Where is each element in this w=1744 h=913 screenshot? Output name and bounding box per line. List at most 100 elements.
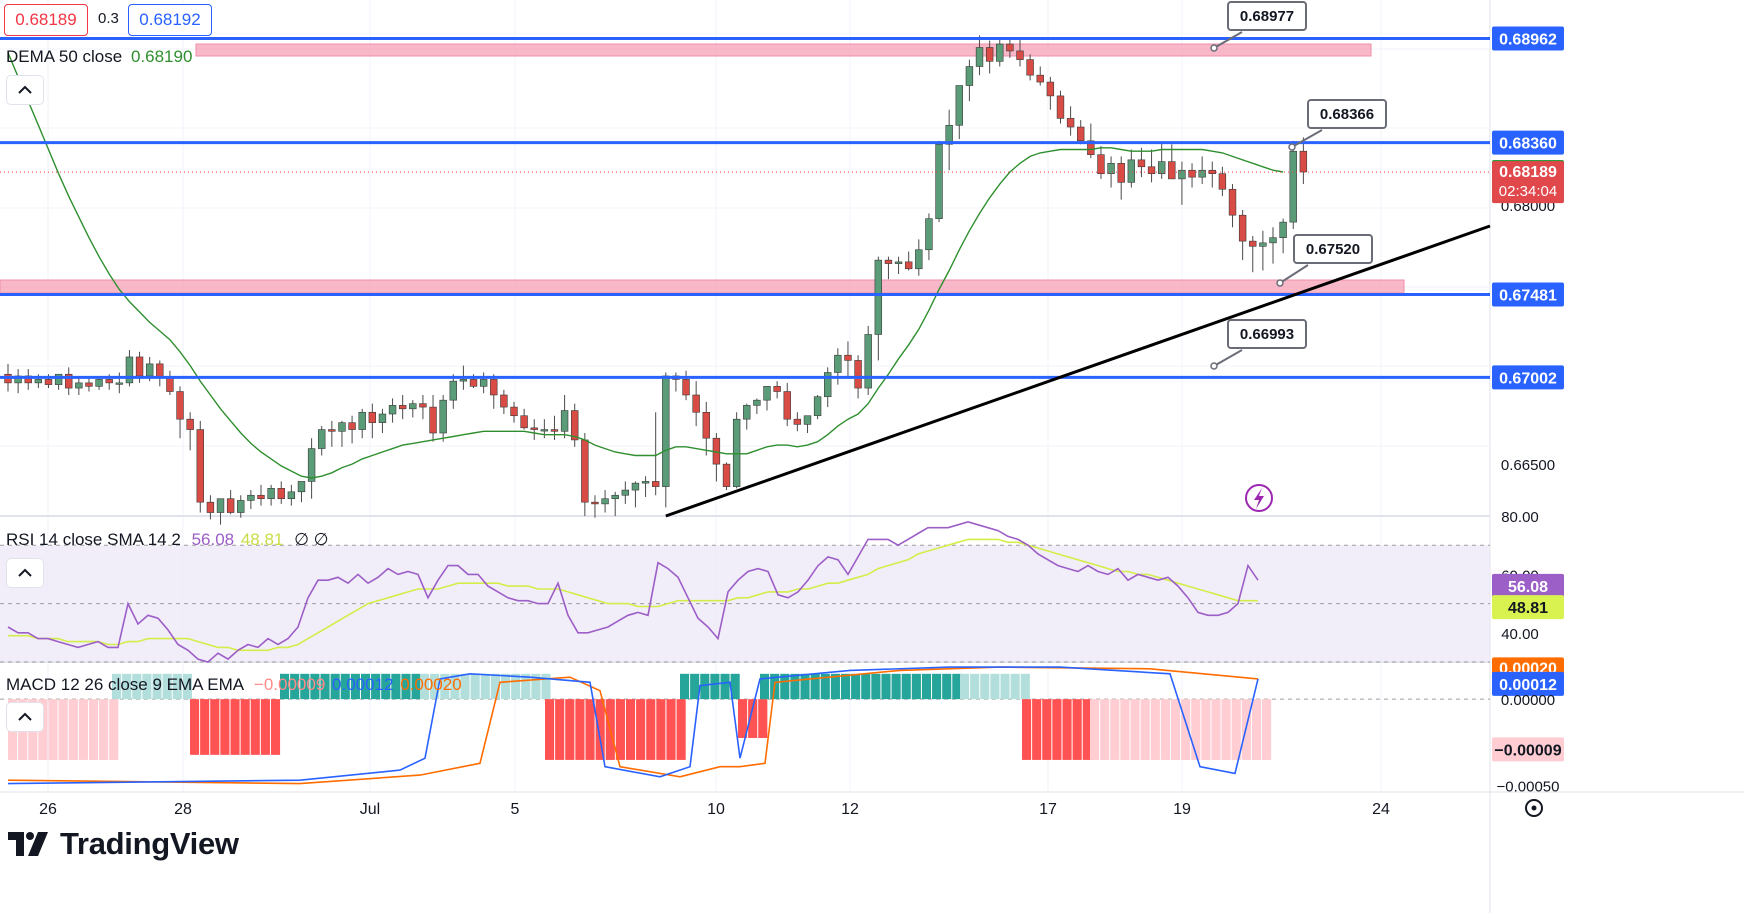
macd-histogram-bar xyxy=(460,673,470,700)
dema-line xyxy=(7,52,1284,479)
level-price-tag: 0.68962 xyxy=(1499,32,1557,49)
callout-box xyxy=(1307,99,1387,129)
time-tick-label: 28 xyxy=(174,801,192,818)
macd-histogram-bar xyxy=(861,673,871,700)
candle-down xyxy=(520,415,528,429)
rsi-sma-value-tag-bg xyxy=(1492,595,1564,620)
macd-histogram-bar xyxy=(220,699,230,755)
rsi-sma-legend-value: 48.81 xyxy=(240,530,284,549)
candle-up xyxy=(915,249,923,270)
macd-histogram-bar xyxy=(240,699,250,755)
rsi-sma-value-tag: 48.81 xyxy=(1508,600,1548,617)
chevron-up-icon xyxy=(18,712,32,721)
macd-histogram-bar xyxy=(881,673,891,700)
macd-histogram-bar xyxy=(1010,673,1020,700)
macd-histogram-bar xyxy=(1160,699,1170,760)
rsi-value-tag: 56.08 xyxy=(1508,579,1548,596)
collapse-macd-legend-button[interactable] xyxy=(7,703,43,731)
candle-up xyxy=(1259,242,1267,247)
macd-legend[interactable]: MACD 12 26 close 9 EMA EMA −0.00009 0.00… xyxy=(6,675,462,695)
macd-histogram-bar xyxy=(555,699,565,760)
macd-histogram-bar xyxy=(531,673,541,700)
macd-histogram-bar xyxy=(430,673,440,700)
dema-legend-label: DEMA 50 close xyxy=(6,47,123,66)
macd-histogram-bar xyxy=(260,699,270,755)
macd-histogram-bar xyxy=(48,699,58,760)
candle-down xyxy=(1228,188,1237,216)
candle-up xyxy=(449,380,457,401)
level-price-tag-bg xyxy=(1492,365,1564,390)
candle-up xyxy=(540,429,549,432)
macd-histogram-bar xyxy=(162,673,172,700)
macd-histogram-bar xyxy=(810,673,820,700)
candle-up xyxy=(378,413,387,423)
time-tick-label: 19 xyxy=(1173,801,1191,818)
ask-price-box[interactable]: 0.68192 xyxy=(128,4,212,36)
bid-price-box[interactable]: 0.68189 xyxy=(4,4,88,36)
callout-label: 0.67520 xyxy=(1306,241,1360,258)
collapse-main-legend-button[interactable] xyxy=(7,76,43,104)
dema-legend[interactable]: DEMA 50 close 0.68190 xyxy=(6,47,192,67)
macd-histogram-bar xyxy=(109,699,119,760)
macd-histogram-bar xyxy=(595,699,605,760)
macd-histogram-bar xyxy=(440,673,450,700)
candle-down xyxy=(1046,81,1055,97)
rsi-legend[interactable]: RSI 14 close SMA 14 2 56.08 48.81 ∅ ∅ xyxy=(6,530,328,550)
tradingview-logo[interactable]: TradingView xyxy=(8,826,239,862)
macd-histogram-bar xyxy=(932,673,942,700)
callout-anchor xyxy=(1276,279,1284,287)
macd-histogram-bar xyxy=(411,673,421,700)
candle-up xyxy=(824,372,832,398)
macd-histogram-bar xyxy=(320,673,330,700)
candle-down xyxy=(1056,95,1065,119)
macd-histogram-bar xyxy=(1191,699,1201,760)
macd-histogram-bar xyxy=(585,699,595,760)
candle-down xyxy=(692,394,700,413)
macd-histogram-bar xyxy=(851,673,861,700)
candle-down xyxy=(1168,161,1176,180)
candle-down xyxy=(419,403,427,408)
macd-histogram-bar xyxy=(280,673,290,700)
candle-up xyxy=(34,379,43,384)
candle-up xyxy=(358,411,366,430)
level-price-tag-bg xyxy=(1492,26,1564,51)
callout-pointer xyxy=(1279,264,1309,284)
candle-down xyxy=(530,427,538,430)
macd-histogram-bar xyxy=(310,673,320,700)
candle-down xyxy=(226,498,235,513)
candle-down xyxy=(1249,240,1257,247)
callout-anchor xyxy=(1210,362,1218,370)
macd-histogram-bar xyxy=(511,673,521,700)
candle-up xyxy=(641,481,650,484)
candle-up xyxy=(975,47,984,67)
callout-box xyxy=(1293,234,1373,264)
candle-down xyxy=(135,356,144,377)
macd-histogram-bar xyxy=(676,699,686,760)
macd-histogram-bar xyxy=(1130,699,1140,760)
collapse-rsi-legend-button[interactable] xyxy=(7,559,43,587)
macd-histogram-bar xyxy=(970,673,980,700)
current-price-tag-bg xyxy=(1492,161,1564,204)
candle-up xyxy=(864,334,872,389)
macd-histogram-bar xyxy=(122,673,132,700)
macd-histogram-bar xyxy=(656,699,666,760)
candle-down xyxy=(500,394,508,408)
candle-down xyxy=(651,481,660,487)
candle-down xyxy=(1026,59,1034,76)
macd-histogram-bar xyxy=(738,699,748,738)
macd-histogram-bar xyxy=(960,673,970,700)
macd-histogram-bar xyxy=(710,673,720,700)
candle-up xyxy=(388,405,397,415)
macd-hist-legend-value: −0.00009 xyxy=(253,675,326,694)
candle-up xyxy=(732,418,741,487)
candle-up xyxy=(125,356,134,384)
candle-down xyxy=(44,379,53,385)
macd-histogram-bar xyxy=(980,673,990,700)
rsi-legend-value: 56.08 xyxy=(191,530,235,549)
candle-down xyxy=(844,354,852,361)
rsi-tick-label: 80.00 xyxy=(1501,509,1539,526)
candle-up xyxy=(267,488,275,500)
macd-histogram-bar xyxy=(371,673,381,700)
macd-histogram-bar xyxy=(500,673,511,700)
